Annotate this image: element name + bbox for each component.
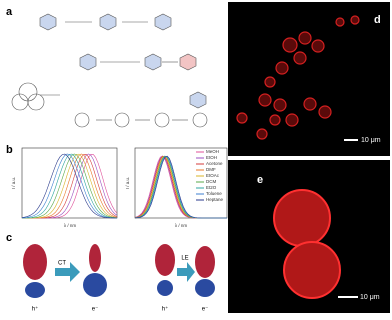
spectrum-curve	[22, 153, 118, 219]
x-axis-label: λ / nm	[175, 223, 188, 228]
panel-label: d	[374, 14, 381, 26]
legend-label: DCM	[206, 179, 216, 184]
spectrum-curve	[21, 153, 118, 219]
panel-label: e	[257, 174, 263, 186]
spectrum-curve	[22, 153, 118, 219]
orbital-label: e⁻	[202, 307, 209, 313]
orbital-label: h⁺	[32, 306, 39, 313]
arrow-label: CT	[58, 261, 66, 267]
y-axis-label: I / a.u.	[11, 177, 16, 190]
legend-label: MeOH	[206, 149, 219, 154]
legend-label: DMF	[206, 167, 216, 172]
panel-label: a	[6, 6, 13, 18]
micrograph	[228, 2, 390, 156]
spectrum-curve	[22, 153, 118, 219]
spectra-plots	[21, 147, 228, 219]
legend-label: Et2O	[206, 185, 217, 190]
cells	[236, 15, 360, 140]
x-axis-label: λ / nm	[64, 223, 77, 228]
orbital-label: e⁻	[92, 307, 99, 313]
reaction-scheme	[11, 13, 208, 128]
y-axis-label: I / a.u.	[125, 177, 130, 190]
spectrum-curve	[22, 153, 118, 219]
panel-label: c	[6, 232, 12, 244]
spectrum-curve	[22, 153, 118, 219]
legend-label: Toluene	[206, 191, 222, 196]
cell	[273, 189, 331, 247]
panel-label: b	[6, 144, 13, 156]
arrow-label: LE	[181, 256, 188, 262]
legend-label: EtOH	[206, 155, 217, 160]
legend-label: Acetone	[206, 161, 223, 166]
scale-label: 10 μm	[360, 294, 380, 301]
scale-label: 10 μm	[361, 137, 381, 144]
cell	[283, 241, 341, 299]
legend-label: Heptane	[206, 197, 224, 202]
legend-label: EtOAc	[206, 173, 220, 178]
spectrum-curve	[21, 153, 118, 219]
spectrum-curve	[134, 155, 227, 219]
orbital-images	[23, 244, 215, 298]
spectrum-curve	[21, 153, 117, 219]
orbital-label: h⁺	[162, 306, 169, 313]
spectrum-curve	[22, 153, 118, 219]
